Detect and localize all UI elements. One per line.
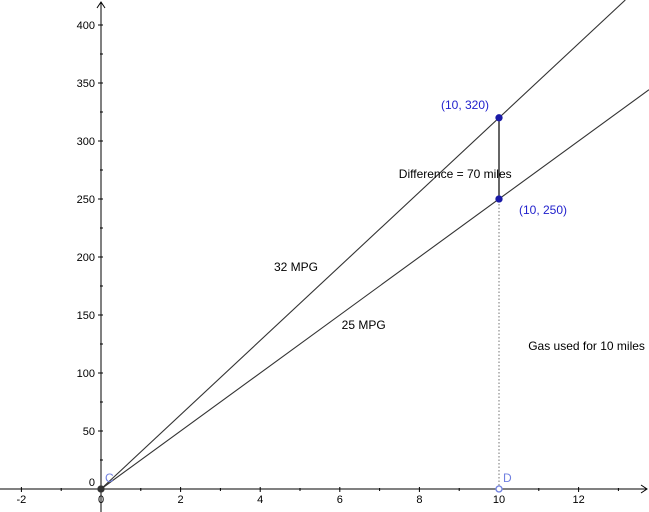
y-tick-label: 200 — [77, 252, 95, 264]
x-tick-label: 2 — [178, 494, 184, 506]
annotation-label: Gas used for 10 miles — [528, 339, 645, 353]
y-tick-label: 0 — [89, 477, 95, 489]
x-tick-label: -2 — [17, 494, 27, 506]
data-point — [495, 114, 503, 122]
annotation-label: Difference = 70 miles — [399, 167, 512, 181]
series-line-25-mpg — [100, 89, 649, 490]
x-tick-label: 12 — [572, 494, 584, 506]
data-point — [495, 195, 503, 203]
x-tick-label: 4 — [257, 494, 263, 506]
point-label: (10, 320) — [441, 98, 489, 112]
y-tick-label: 100 — [77, 368, 95, 380]
y-tick-label: 250 — [77, 194, 95, 206]
point-label: D — [503, 471, 512, 485]
y-tick-label: 300 — [77, 136, 95, 148]
annotation-label: 25 MPG — [342, 318, 386, 332]
series-layer — [100, 0, 649, 490]
point-label: (10, 250) — [519, 203, 567, 217]
points-layer — [97, 114, 503, 493]
labels-layer: (10, 320) (10, 250) C D 32 MPG 25 MPG Differen… — [105, 98, 645, 485]
data-point — [97, 485, 105, 493]
x-tick-label: 0 — [98, 494, 104, 506]
y-tick-label: 50 — [83, 426, 95, 438]
y-tick-label: 400 — [77, 20, 95, 32]
x-axis-arrow-icon — [640, 484, 648, 494]
data-point — [495, 485, 503, 493]
point-label: C — [105, 471, 114, 485]
annotation-label: 32 MPG — [274, 260, 318, 274]
y-tick-label: 350 — [77, 78, 95, 90]
x-tick-label: 10 — [493, 494, 505, 506]
y-tick-label: 150 — [77, 310, 95, 322]
y-axis-arrow-icon — [96, 1, 106, 9]
series-line-32-mpg — [100, 0, 626, 490]
x-tick-label: 8 — [416, 494, 422, 506]
x-tick-label: 6 — [337, 494, 343, 506]
